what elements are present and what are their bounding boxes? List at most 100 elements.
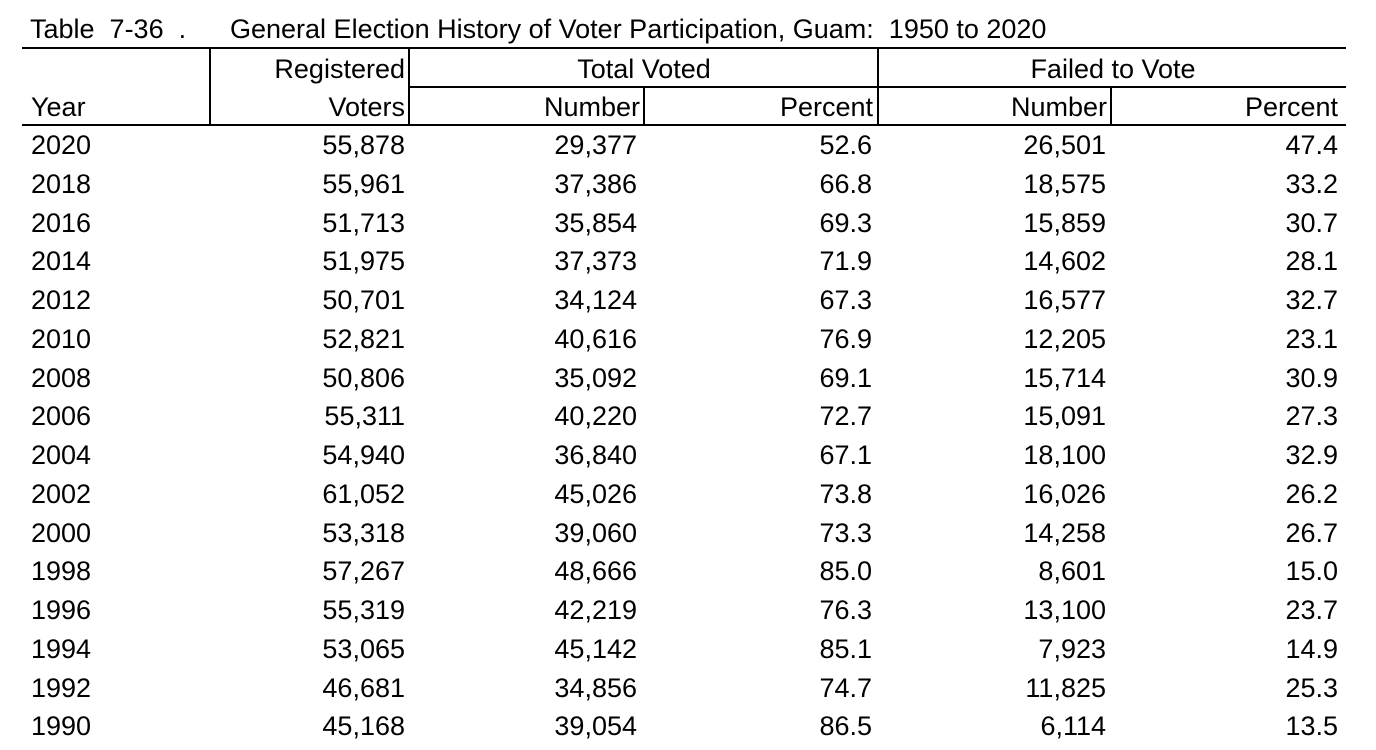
cell-failed-percent: 23.7 xyxy=(1285,595,1338,625)
cell-failed-percent: 28.1 xyxy=(1285,246,1338,276)
cell-registered: 51,713 xyxy=(322,208,405,238)
cell-voted-percent: 85.0 xyxy=(819,556,872,586)
header-divider xyxy=(643,86,645,125)
cell-failed-percent: 25.3 xyxy=(1285,673,1338,703)
cell-voted-percent: 76.3 xyxy=(819,595,872,625)
cell-failed-number: 16,577 xyxy=(1023,285,1106,315)
cell-voted-number: 45,026 xyxy=(554,479,637,509)
cell-failed-number: 18,575 xyxy=(1023,169,1106,199)
cell-voted-number: 42,219 xyxy=(554,595,637,625)
cell-failed-number: 18,100 xyxy=(1023,440,1106,470)
cell-year: 2020 xyxy=(31,130,92,160)
column-group-failed-to-vote: Failed to Vote xyxy=(1030,54,1196,84)
table-title: Table 7-36 . General Election History of … xyxy=(30,13,1046,45)
header-divider xyxy=(877,47,879,125)
cell-failed-number: 6,114 xyxy=(1040,711,1106,741)
cell-failed-number: 15,714 xyxy=(1023,363,1106,393)
cell-voted-percent: 86.5 xyxy=(819,711,872,741)
cell-failed-number: 11,825 xyxy=(1025,673,1106,703)
cell-year: 2012 xyxy=(31,285,92,315)
cell-year: 1992 xyxy=(31,673,92,703)
cell-registered: 45,168 xyxy=(322,711,405,741)
cell-year: 2008 xyxy=(31,363,92,393)
cell-voted-percent: 71.9 xyxy=(819,246,872,276)
cell-voted-number: 37,386 xyxy=(554,169,637,199)
cell-registered: 53,318 xyxy=(322,518,405,548)
cell-registered: 53,065 xyxy=(322,634,405,664)
cell-failed-percent: 30.9 xyxy=(1285,363,1338,393)
cell-failed-percent: 23.1 xyxy=(1285,324,1338,354)
cell-failed-number: 16,026 xyxy=(1023,479,1106,509)
header-divider xyxy=(209,47,211,125)
cell-failed-percent: 27.3 xyxy=(1285,401,1338,431)
cell-voted-percent: 76.9 xyxy=(819,324,872,354)
header-divider xyxy=(408,47,410,125)
column-header-voted-number: Number xyxy=(543,92,640,122)
cell-voted-number: 39,060 xyxy=(554,518,637,548)
cell-registered: 46,681 xyxy=(322,673,405,703)
cell-voted-number: 37,373 xyxy=(554,246,637,276)
cell-failed-number: 7,923 xyxy=(1038,634,1106,664)
column-header-voted-percent: Percent xyxy=(779,92,873,122)
cell-failed-number: 14,258 xyxy=(1023,518,1106,548)
cell-failed-percent: 32.9 xyxy=(1285,440,1338,470)
cell-year: 2002 xyxy=(31,479,92,509)
cell-voted-percent: 74.7 xyxy=(819,673,872,703)
cell-registered: 55,311 xyxy=(324,401,405,431)
cell-voted-percent: 72.7 xyxy=(819,401,872,431)
cell-year: 1996 xyxy=(31,595,92,625)
cell-year: 2016 xyxy=(31,208,92,238)
cell-voted-number: 35,092 xyxy=(554,363,637,393)
cell-voted-percent: 67.3 xyxy=(819,285,872,315)
cell-registered: 57,267 xyxy=(322,556,405,586)
cell-voted-percent: 66.8 xyxy=(819,169,872,199)
cell-voted-number: 48,666 xyxy=(554,556,637,586)
cell-failed-percent: 14.9 xyxy=(1285,634,1338,664)
cell-year: 2014 xyxy=(31,246,92,276)
cell-registered: 50,806 xyxy=(322,363,405,393)
cell-failed-percent: 15.0 xyxy=(1285,556,1338,586)
cell-failed-percent: 26.7 xyxy=(1285,518,1338,548)
cell-year: 2004 xyxy=(31,440,92,470)
cell-voted-number: 36,840 xyxy=(554,440,637,470)
cell-year: 2000 xyxy=(31,518,92,548)
cell-failed-number: 15,859 xyxy=(1023,208,1106,238)
cell-registered: 55,878 xyxy=(322,130,405,160)
cell-voted-number: 39,054 xyxy=(554,711,637,741)
cell-voted-number: 34,124 xyxy=(554,285,637,315)
cell-voted-number: 40,220 xyxy=(554,401,637,431)
cell-voted-percent: 73.8 xyxy=(819,479,872,509)
header-bottom-rule xyxy=(22,124,1346,126)
failed-to-vote-rule xyxy=(878,86,1346,88)
column-header-failed-number: Number xyxy=(1010,92,1107,122)
cell-failed-number: 13,100 xyxy=(1023,595,1106,625)
cell-voted-number: 35,854 xyxy=(554,208,637,238)
cell-failed-number: 8,601 xyxy=(1038,556,1106,586)
cell-failed-percent: 47.4 xyxy=(1285,130,1338,160)
cell-failed-percent: 33.2 xyxy=(1285,169,1338,199)
cell-voted-percent: 85.1 xyxy=(819,634,872,664)
cell-registered: 51,975 xyxy=(322,246,405,276)
cell-year: 2010 xyxy=(31,324,92,354)
cell-failed-number: 26,501 xyxy=(1023,130,1106,160)
cell-failed-percent: 32.7 xyxy=(1285,285,1338,315)
cell-voted-percent: 73.3 xyxy=(819,518,872,548)
header-divider xyxy=(1110,86,1112,125)
cell-voted-number: 45,142 xyxy=(554,634,637,664)
cell-failed-percent: 26.2 xyxy=(1285,479,1338,509)
cell-voted-number: 34,856 xyxy=(554,673,637,703)
cell-voted-percent: 69.1 xyxy=(819,363,872,393)
cell-registered: 50,701 xyxy=(322,285,405,315)
table-number: Table 7-36 . xyxy=(30,14,187,44)
cell-year: 1990 xyxy=(31,711,92,741)
cell-failed-number: 12,205 xyxy=(1023,324,1106,354)
column-header-voters: Voters xyxy=(328,92,405,122)
cell-voted-number: 40,616 xyxy=(554,324,637,354)
cell-registered: 54,940 xyxy=(322,440,405,470)
cell-year: 1998 xyxy=(31,556,92,586)
cell-voted-percent: 52.6 xyxy=(819,130,872,160)
cell-voted-number: 29,377 xyxy=(554,130,637,160)
cell-failed-percent: 30.7 xyxy=(1285,208,1338,238)
cell-failed-number: 15,091 xyxy=(1023,401,1106,431)
cell-voted-percent: 69.3 xyxy=(819,208,872,238)
